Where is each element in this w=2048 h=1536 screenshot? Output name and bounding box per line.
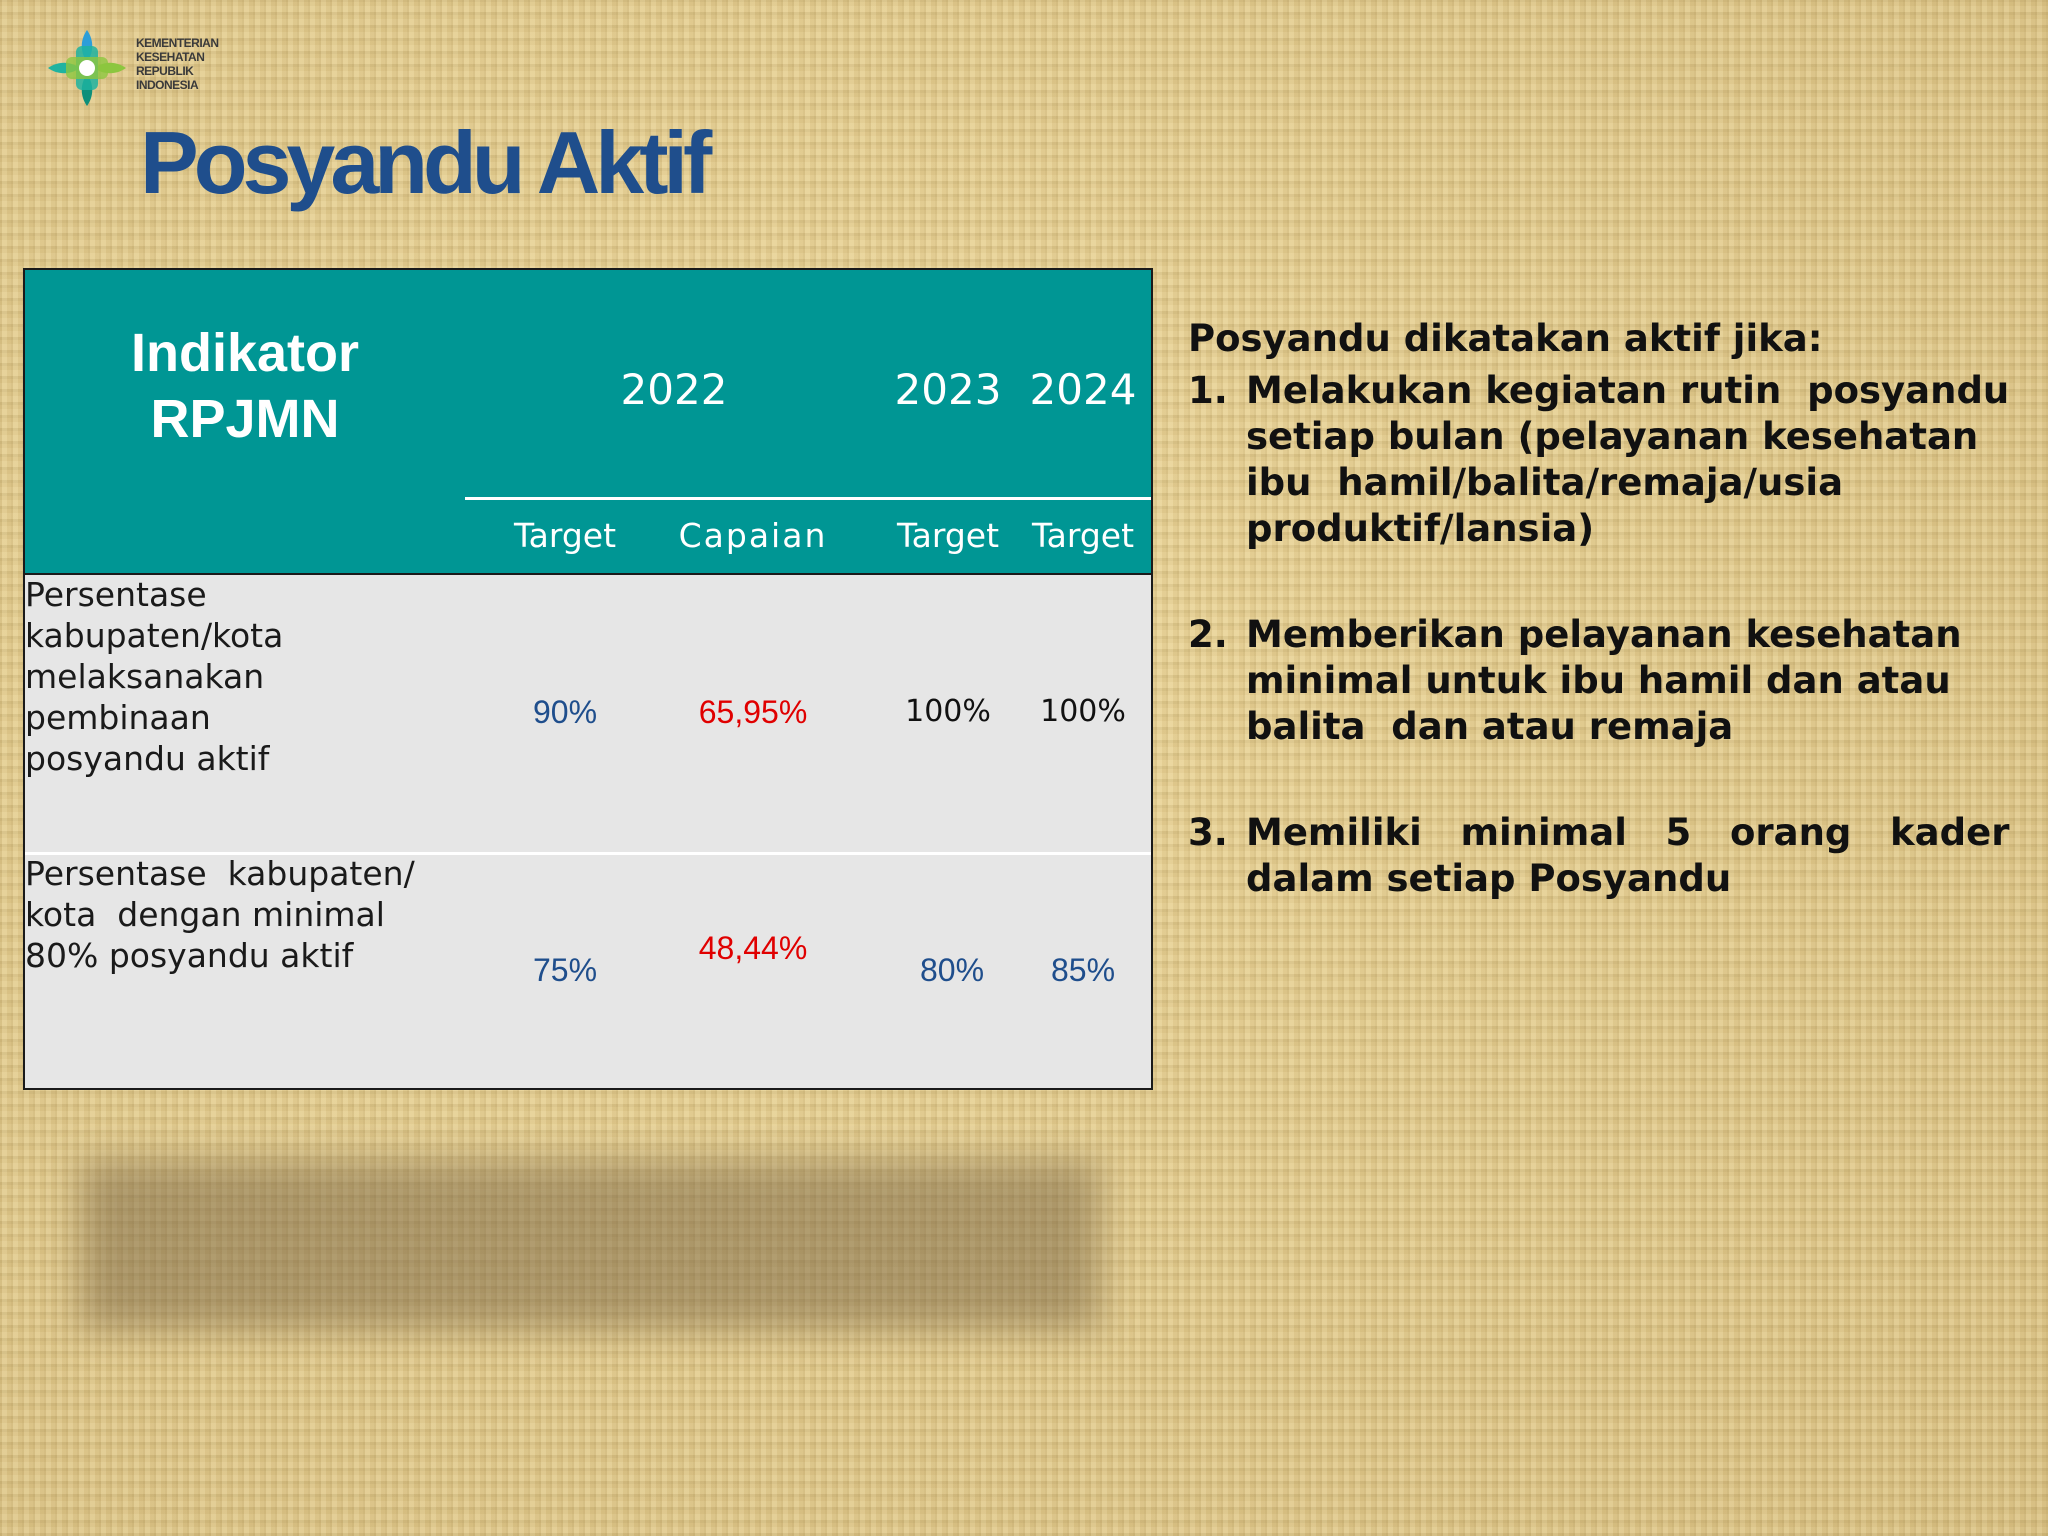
logo-line: REPUBLIK bbox=[136, 64, 194, 78]
header-capaian-2022: Capaian bbox=[678, 516, 828, 555]
header-target-2024: Target bbox=[1031, 516, 1135, 555]
criteria-item: 1. Melakukan kegiatan rutin posyandu set… bbox=[1188, 368, 2018, 552]
header-divider bbox=[465, 497, 1151, 500]
indicator-table: Indikator RPJMN 2022 2023 2024 Target Ca… bbox=[23, 268, 1153, 1090]
criteria-line: Memiliki minimal 5 orang kader bbox=[1246, 811, 2010, 854]
header-year-2024: 2024 bbox=[1029, 365, 1137, 414]
row-divider bbox=[25, 852, 1151, 855]
indicator-line: kabupaten/kota bbox=[25, 616, 284, 655]
header-target-2022: Target bbox=[513, 516, 617, 555]
row-2-target-2023: 80% bbox=[919, 952, 985, 988]
criteria-line: balita dan atau remaja bbox=[1246, 705, 1734, 748]
row-2-target-2024: 85% bbox=[1050, 952, 1116, 988]
indicator-line: kota dengan minimal bbox=[25, 895, 385, 934]
indicator-line: melaksanakan bbox=[25, 657, 265, 696]
criteria-number: 3. bbox=[1188, 811, 1228, 854]
criteria-intro: Posyandu dikatakan aktif jika: bbox=[1188, 317, 1823, 360]
row-1-target-2023: 100% bbox=[905, 694, 991, 729]
header-year-2023: 2023 bbox=[894, 365, 1002, 414]
criteria-line: produktif/lansia) bbox=[1246, 507, 1595, 550]
indicator-line: posyandu aktif bbox=[25, 739, 270, 778]
indicator-line: 80% posyandu aktif bbox=[25, 936, 354, 975]
header-indicator: Indikator RPJMN bbox=[25, 320, 465, 452]
criteria-number: 1. bbox=[1188, 369, 1228, 412]
criteria-line: setiap bulan (pelayanan kesehatan bbox=[1246, 415, 1979, 458]
blurred-shadow bbox=[80, 1160, 1100, 1330]
indicator-line: pembinaan bbox=[25, 698, 211, 737]
active-criteria: Posyandu dikatakan aktif jika: 1. Melaku… bbox=[1188, 316, 2018, 902]
header-indicator-line: Indikator bbox=[130, 323, 360, 383]
header-target-2023: Target bbox=[896, 516, 1000, 555]
logo-text: KEMENTERIAN KESEHATAN REPUBLIK INDONESIA bbox=[136, 36, 219, 92]
row-1-target-2022: 90% bbox=[532, 694, 598, 730]
criteria-line: minimal untuk ibu hamil dan atau bbox=[1246, 659, 1951, 702]
ministry-logo: KEMENTERIAN KESEHATAN REPUBLIK INDONESIA bbox=[46, 26, 236, 110]
criteria-number: 2. bbox=[1188, 613, 1228, 656]
criteria-item: 3. Memiliki minimal 5 orang kader dalam … bbox=[1188, 810, 2018, 902]
criteria-line: ibu hamil/balita/remaja/usia bbox=[1246, 461, 1844, 504]
ministry-emblem-icon bbox=[48, 30, 126, 106]
indicator-line: Persentase kabupaten/ bbox=[25, 854, 415, 893]
criteria-item: 2. Memberikan pelayanan kesehatan minima… bbox=[1188, 612, 2018, 750]
row-1-capaian-2022: 65,95% bbox=[698, 694, 808, 730]
row-2-indicator: Persentase kabupaten/ kota dengan minima… bbox=[25, 853, 455, 976]
criteria-line: dalam setiap Posyandu bbox=[1246, 857, 1732, 900]
logo-line: KESEHATAN bbox=[136, 50, 205, 64]
row-2-target-2022: 75% bbox=[532, 952, 598, 988]
header-bottom-border bbox=[25, 573, 1151, 575]
header-indicator-line: RPJMN bbox=[150, 389, 340, 449]
row-1-indicator: Persentase kabupaten/kota melaksanakan p… bbox=[25, 574, 455, 779]
logo-line: KEMENTERIAN bbox=[136, 36, 219, 50]
row-2-capaian-2022: 48,44% bbox=[698, 930, 808, 966]
table-header: Indikator RPJMN 2022 2023 2024 Target Ca… bbox=[25, 270, 1151, 573]
criteria-line: Melakukan kegiatan rutin posyandu bbox=[1246, 369, 2010, 412]
row-1-target-2024: 100% bbox=[1040, 694, 1126, 729]
criteria-line: Memberikan pelayanan kesehatan bbox=[1246, 613, 1962, 656]
page-title: Posyandu Aktif bbox=[140, 113, 712, 212]
logo-line: INDONESIA bbox=[136, 78, 199, 92]
indicator-line: Persentase bbox=[25, 575, 207, 614]
header-year-2022: 2022 bbox=[620, 365, 728, 414]
